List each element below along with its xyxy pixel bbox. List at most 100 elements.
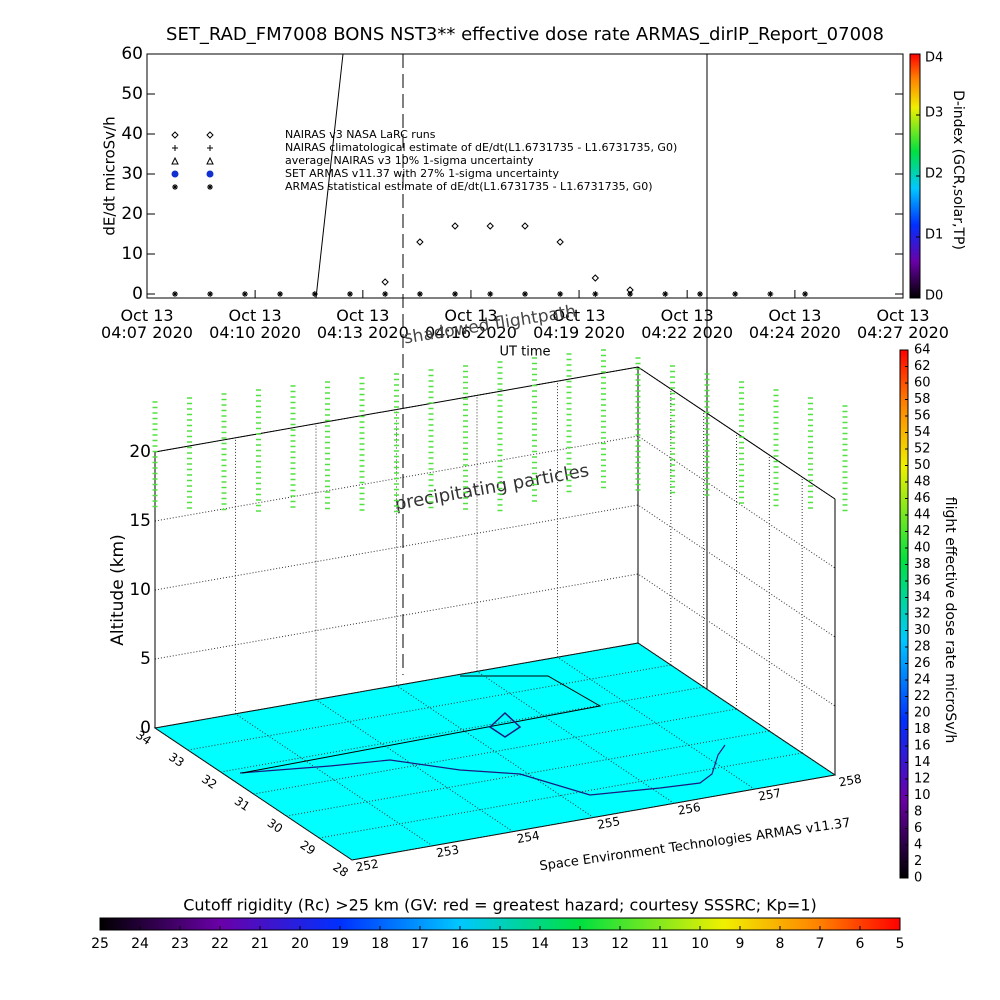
y-tick-label: 10 [121,244,143,264]
lon-tick-label: 256 [677,800,702,818]
colorbar-tick-label: 12 [611,936,629,952]
data-point [627,291,634,297]
colorbar-tick-label: 12 [914,772,931,787]
floor-grid-line [396,685,594,818]
box-edge [154,366,836,500]
lat-tick-label: 33 [166,750,186,770]
footer: Space Environment Technologies ARMAS v11… [539,816,852,875]
floor-grid-line [235,713,433,847]
legend-symbol [171,170,179,178]
floor-grid-line [286,730,770,817]
legend-label: SET ARMAS v11.37 with 27% 1-sigma uncert… [285,167,559,180]
colorbar-tick-label: 23 [171,936,189,952]
dose-column [566,353,572,493]
colorbar-tick-label: 54 [914,425,931,440]
lat-tick-label: 29 [298,838,318,858]
colorbar-tick-label: D1 [925,228,943,243]
dose-column [532,357,537,502]
colorbar-tick-label: 22 [914,689,931,704]
data-point [171,291,178,297]
data-point [591,274,600,282]
data-point [732,291,739,297]
dose-column [704,373,710,496]
colorbar-tick-label: 16 [451,936,469,952]
dose-column [256,389,261,512]
colorbar-tick-label: 8 [776,936,785,952]
z-tick-label: 10 [129,580,151,600]
dose-column [187,397,192,509]
floor-grid-line [154,727,353,861]
x-tick-label: Oct 13 04:24 2020 [749,306,841,342]
colorbar-tick-label: 64 [914,343,931,358]
z-axis-label: Altitude (km) [108,534,128,646]
x-tick-label: Oct 13 04:10 2020 [209,306,301,342]
data-point [592,291,599,297]
z-tick-label: 15 [129,511,151,531]
lon-tick-label: 252 [355,857,380,875]
annotation: precipitating particles [393,460,590,515]
colorbar-tick-label: 20 [914,706,931,721]
colorbar-tick-label: 4 [914,838,922,853]
colorbar-tick-label: 0 [914,871,922,886]
z-tick-label: 20 [129,442,151,462]
dose-column [290,385,296,508]
legend-symbol [206,131,214,139]
colorbar-tick-label: 44 [914,508,931,523]
data-point [382,291,389,297]
colorbar-tick-label: 16 [914,739,931,754]
data-point [487,291,494,297]
colorbar-label: Cutoff rigidity (Rc) >25 km (GV: red = g… [183,896,817,915]
colorbar-tick-label: D0 [925,289,943,304]
colorbar-tick-label: D3 [925,106,943,121]
dose-column [325,381,330,510]
colorbar-tick-label: 7 [816,936,825,952]
x-tick-label: Oct 13 04:19 2020 [533,306,625,342]
lon-tick-label: 255 [596,814,621,832]
floor-grid-line [557,656,755,790]
z-tick-label: 5 [140,649,151,669]
x-tick-label: Oct 13 04:13 2020 [317,306,409,342]
y-tick-label: 30 [121,164,143,184]
colorbar-tick-label: 30 [914,623,931,638]
colorbar-tick-label: 52 [914,442,931,457]
colorbar-tick-label: 21 [251,936,269,952]
floor-grid-line [315,699,514,833]
dose-column [152,401,158,508]
dose-column [221,393,227,511]
data-point [311,291,318,297]
colorbar-tick-label: 14 [914,755,931,770]
colorbar-tick-label: 22 [211,936,229,952]
data-point [277,291,284,297]
dose-column [635,357,641,491]
colorbar-tick-label: 20 [291,936,309,952]
dose-column [463,365,468,510]
colorbar-tick-label: 28 [914,640,931,655]
lat-tick-label: 28 [330,860,350,880]
dose-column [497,361,503,512]
y-axis-label: dE/dt microSv/h [101,116,119,235]
legend-symbol [206,170,214,178]
data-point [556,238,564,246]
x-tick-label: Oct 13 04:27 2020 [857,306,949,342]
data-point [486,222,494,230]
data-point [522,291,528,297]
lon-tick-label: 254 [516,828,541,846]
y-tick-label: 60 [121,44,143,64]
colorbar-tick-label: 26 [914,656,931,671]
colorbar-tick-label: 6 [914,821,922,836]
y-tick-label: 50 [121,84,143,104]
colorbar-tick-label: 14 [531,936,549,952]
legend-symbol [171,131,179,139]
x-tick-label: Oct 13 04:16 2020 [425,306,517,342]
colorbar-tick-label: 56 [914,409,931,424]
wall-grid-line [154,573,836,707]
colorbar-tick-label: 10 [691,936,709,952]
data-point [697,291,704,297]
x-tick-label: Oct 13 04:22 2020 [641,306,733,342]
colorbar-tick-label: 48 [914,475,931,490]
colorbar-tick-label: 58 [914,392,931,407]
colorbar-tick-label: 10 [914,788,931,803]
colorbar-tick-label: 9 [736,936,745,952]
z-tick-label: 0 [140,718,151,738]
x-tick-label: Oct 13 04:07 2020 [101,306,193,342]
